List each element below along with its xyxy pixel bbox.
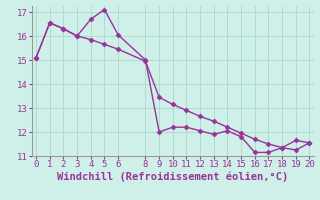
X-axis label: Windchill (Refroidissement éolien,°C): Windchill (Refroidissement éolien,°C): [57, 172, 288, 182]
